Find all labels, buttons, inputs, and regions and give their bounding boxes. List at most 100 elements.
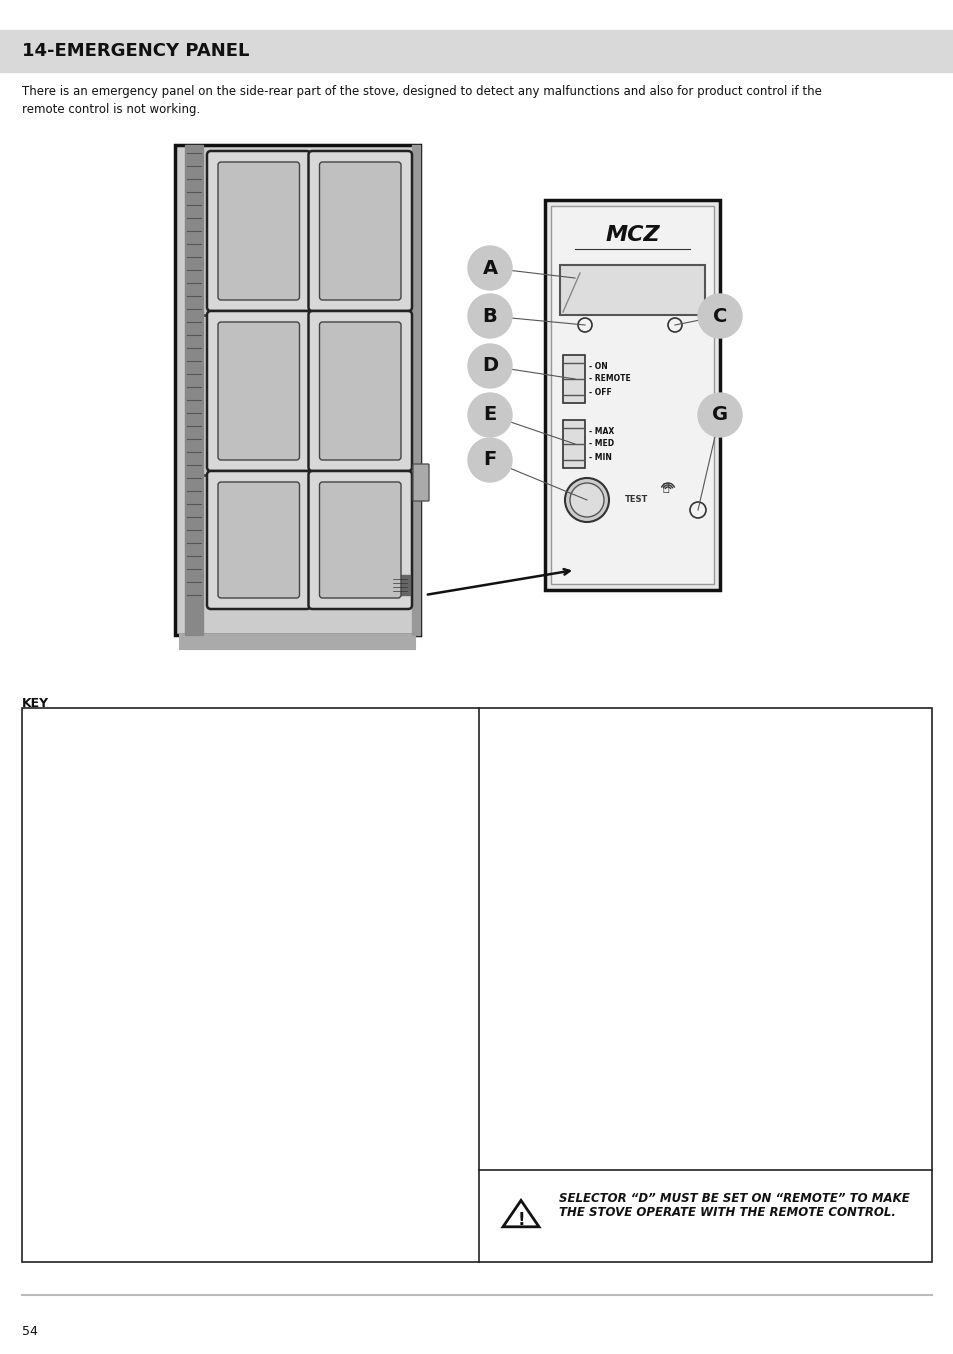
- Text: ON WITH FAST FLASHING = Stove in alarm conditions: ON WITH FAST FLASHING = Stove in alarm c…: [54, 862, 352, 872]
- Text: of the stove: of the stove: [489, 829, 555, 839]
- Text: E: E: [483, 405, 497, 425]
- FancyBboxPatch shape: [308, 152, 412, 311]
- Text: •: •: [42, 769, 49, 779]
- Bar: [185, 145, 203, 635]
- Text: (combined with a beep sound for the first 10 minutes): (combined with a beep sound for the firs…: [54, 873, 356, 884]
- Text: without the remote control and with selector 4 on ON: without the remote control and with sele…: [511, 792, 808, 802]
- FancyBboxPatch shape: [319, 162, 400, 301]
- Text: E - Three-position selector to select the power: E - Three-position selector to select th…: [489, 716, 745, 726]
- Bar: [412, 145, 419, 635]
- Bar: [559, 265, 704, 315]
- Bar: [22, 708, 931, 1262]
- Circle shape: [564, 478, 608, 523]
- FancyBboxPatch shape: [308, 471, 412, 609]
- Text: •: •: [42, 927, 49, 937]
- Text: FLASHING ON = Stove in ignition stage: FLASHING ON = Stove in ignition stage: [54, 783, 273, 792]
- Text: OFF = Stove switched off manually without remote: OFF = Stove switched off manually withou…: [54, 927, 339, 937]
- FancyBboxPatch shape: [413, 464, 429, 501]
- FancyBboxPatch shape: [207, 471, 310, 609]
- FancyBboxPatch shape: [207, 152, 310, 311]
- Text: THE STOVE OPERATE WITH THE REMOTE CONTROL.: THE STOVE OPERATE WITH THE REMOTE CONTRO…: [558, 1206, 895, 1219]
- Text: •: •: [42, 783, 49, 792]
- Text: without the remote control and with selector 4 on ON: without the remote control and with sele…: [511, 742, 808, 751]
- Text: •: •: [42, 849, 49, 858]
- Text: B: B: [482, 306, 497, 325]
- Text: •: •: [498, 780, 505, 791]
- Text: control: control: [54, 964, 92, 974]
- Text: without the remote control and with selector 4 on ON: without the remote control and with sele…: [511, 766, 808, 777]
- Text: C - RED LED that indicates:: C - RED LED that indicates:: [32, 821, 183, 831]
- Text: MED = Selector to make the stove work at MEDIUM power: MED = Selector to make the stove work at…: [511, 756, 835, 765]
- Text: A - DISPLAY; indicates a series of information on the stove, as: A - DISPLAY; indicates a series of infor…: [32, 716, 375, 726]
- Text: exclusively: exclusively: [162, 952, 231, 963]
- FancyBboxPatch shape: [218, 322, 299, 460]
- Text: FIXED ON = Stove on: FIXED ON = Stove on: [54, 796, 172, 806]
- Text: TEST: TEST: [624, 496, 648, 505]
- Text: - MIN: - MIN: [588, 454, 611, 463]
- Text: 54: 54: [22, 1326, 38, 1338]
- Text: •: •: [498, 731, 505, 741]
- Text: well as the identification code of any malfunction.: well as the identification code of any m…: [32, 727, 312, 738]
- Bar: [544, 200, 720, 590]
- Circle shape: [468, 294, 512, 338]
- Text: FIXED ON = Stove off: FIXED ON = Stove off: [54, 887, 173, 898]
- Bar: [562, 355, 584, 403]
- Circle shape: [468, 393, 512, 437]
- Polygon shape: [502, 1201, 538, 1227]
- Text: •: •: [42, 862, 49, 872]
- Text: - REMOTE: - REMOTE: [588, 375, 630, 383]
- Text: OFF = Stove off: OFF = Stove off: [54, 769, 142, 779]
- Circle shape: [468, 344, 512, 389]
- Text: - MAX: - MAX: [588, 428, 614, 436]
- Bar: [551, 206, 713, 584]
- Bar: [0, 30, 953, 72]
- Circle shape: [578, 318, 592, 332]
- FancyBboxPatch shape: [319, 482, 400, 598]
- FancyBboxPatch shape: [308, 311, 412, 471]
- Text: F - Button for diagnostic functions relating to the operating status: F - Button for diagnostic functions rela…: [489, 818, 856, 827]
- Text: ON = Stove switched on manually without the remote: ON = Stove switched on manually without …: [54, 978, 355, 987]
- Text: OFF = Stove on: OFF = Stove on: [54, 835, 141, 845]
- Text: !: !: [517, 1210, 524, 1229]
- Text: MAX = Selector to make the stove work at MAXIMUM power: MAX = Selector to make the stove work at…: [511, 780, 844, 791]
- Text: - ON: - ON: [588, 363, 607, 371]
- Text: •: •: [42, 952, 49, 963]
- Text: control (via the procedure explained in the Remote Control: control (via the procedure explained in …: [489, 867, 817, 877]
- Text: •: •: [42, 978, 49, 987]
- FancyBboxPatch shape: [174, 145, 419, 635]
- Circle shape: [698, 294, 741, 338]
- Text: •: •: [42, 796, 49, 806]
- Bar: [390, 575, 410, 594]
- Circle shape: [468, 246, 512, 290]
- Text: C: C: [712, 306, 726, 325]
- Text: control: control: [54, 940, 92, 949]
- Text: B - GREEN LED that indicates:: B - GREEN LED that indicates:: [32, 754, 198, 764]
- Text: G - Button to put the stove in communication with a new remote: G - Button to put the stove in communica…: [489, 856, 849, 865]
- Text: There is an emergency panel on the side-rear part of the stove, designed to dete: There is an emergency panel on the side-…: [22, 85, 821, 115]
- Text: ON WITH SLOW FLASHING = Stove in shutdown stage: ON WITH SLOW FLASHING = Stove in shutdow…: [54, 849, 354, 858]
- Text: ⦾: ⦾: [662, 483, 669, 493]
- Circle shape: [689, 502, 705, 519]
- Text: G: G: [711, 405, 727, 425]
- Text: MCZ: MCZ: [604, 225, 659, 245]
- Circle shape: [468, 437, 512, 482]
- Text: - MED: - MED: [588, 440, 614, 448]
- Text: •: •: [498, 756, 505, 765]
- Text: MIN = Selector to make the stove work at MINIMUM power: MIN = Selector to make the stove work at…: [511, 731, 837, 741]
- FancyBboxPatch shape: [319, 322, 400, 460]
- Text: F: F: [483, 451, 497, 470]
- Text: Synchronisation" paragraph).: Synchronisation" paragraph).: [489, 879, 653, 888]
- Text: 14-EMERGENCY PANEL: 14-EMERGENCY PANEL: [22, 42, 249, 60]
- Circle shape: [667, 318, 681, 332]
- Text: D: D: [481, 356, 497, 375]
- Bar: [562, 420, 584, 468]
- Text: REMOTE = Stove controlled exclusively from the remote: REMOTE = Stove controlled exclusively fr…: [54, 952, 368, 963]
- FancyBboxPatch shape: [218, 482, 299, 598]
- Circle shape: [698, 393, 741, 437]
- Text: SELECTOR “D” MUST BE SET ON “REMOTE” TO MAKE: SELECTOR “D” MUST BE SET ON “REMOTE” TO …: [558, 1192, 909, 1205]
- Circle shape: [569, 483, 603, 517]
- Text: control: control: [54, 988, 92, 999]
- Text: - OFF: - OFF: [588, 389, 611, 398]
- Text: D - Three-position selector for the following functions: D - Three-position selector for the foll…: [32, 913, 329, 923]
- Bar: [180, 635, 415, 649]
